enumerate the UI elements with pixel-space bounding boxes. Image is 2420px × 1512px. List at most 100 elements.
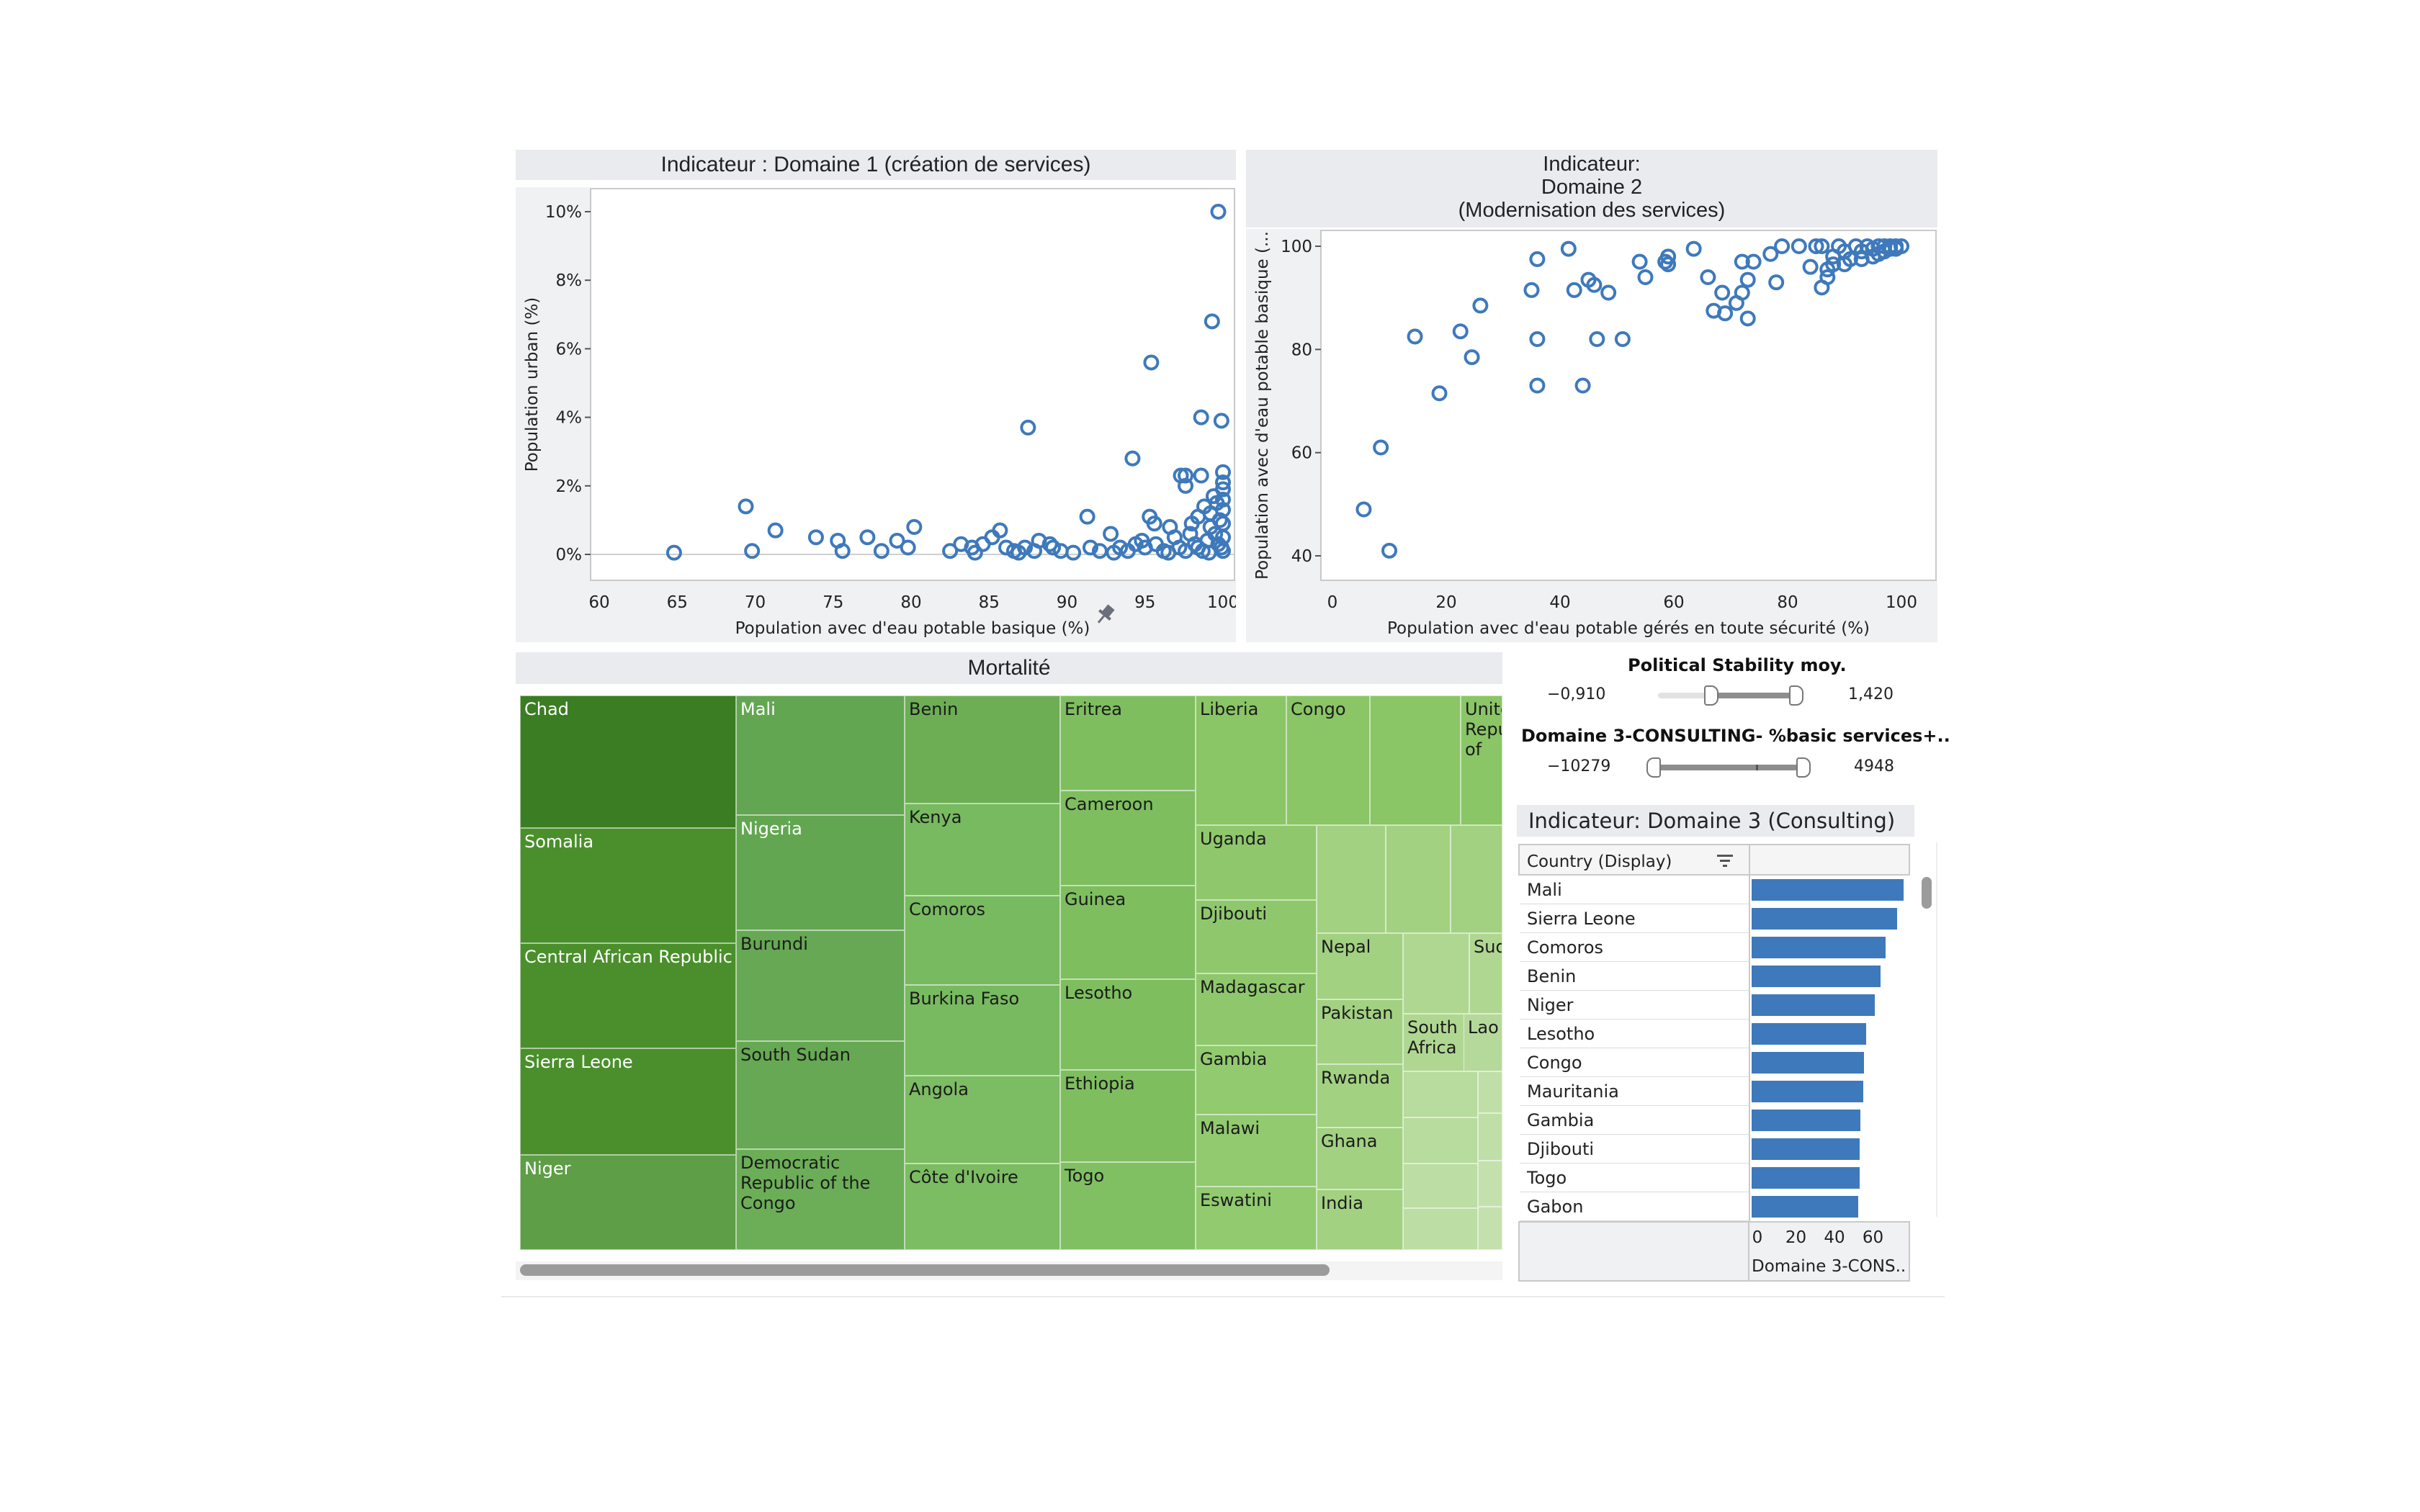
treemap-cell[interactable]: Central African Republic (520, 943, 736, 1048)
data-point[interactable] (1700, 269, 1716, 285)
treemap-cell-unlabeled[interactable] (1386, 825, 1451, 933)
political-stability-handle-max[interactable] (1789, 685, 1803, 706)
treemap-cell[interactable]: Mali (736, 696, 905, 815)
bar[interactable] (1752, 1052, 1865, 1074)
data-point[interactable] (1791, 238, 1807, 254)
treemap-cell[interactable]: Benin (905, 696, 1060, 804)
data-point[interactable] (1574, 377, 1591, 394)
bar[interactable] (1752, 1110, 1861, 1131)
data-point[interactable] (1193, 467, 1209, 484)
data-point[interactable] (873, 543, 889, 559)
treemap-cell[interactable]: Sudan (1469, 933, 1502, 1014)
data-point[interactable] (1215, 474, 1231, 491)
data-point[interactable] (1381, 542, 1397, 559)
data-point[interactable] (1842, 251, 1858, 267)
data-point[interactable] (1464, 349, 1480, 366)
data-point[interactable] (1373, 439, 1389, 456)
bar-row[interactable]: Togo (1520, 1164, 1909, 1192)
data-point[interactable] (1201, 544, 1217, 561)
data-point[interactable] (834, 543, 851, 559)
data-point[interactable] (1631, 253, 1648, 270)
bar-row[interactable]: Comoros (1520, 933, 1909, 962)
treemap-cell-unlabeled[interactable] (1403, 1071, 1478, 1117)
treemap-cell[interactable]: Lesotho (1060, 979, 1196, 1070)
data-point[interactable] (967, 544, 983, 561)
treemap-cell[interactable]: Ghana (1317, 1128, 1403, 1189)
bar-row[interactable]: Djibouti (1520, 1135, 1909, 1164)
treemap-cell-unlabeled[interactable] (1317, 825, 1386, 933)
treemap-cell[interactable]: Chad (520, 696, 736, 828)
data-point[interactable] (1211, 512, 1228, 528)
data-point[interactable] (1734, 253, 1750, 270)
domaine3-handle-max[interactable] (1796, 757, 1811, 778)
data-point[interactable] (1808, 238, 1824, 254)
data-point[interactable] (1734, 284, 1750, 301)
data-point[interactable] (1045, 539, 1062, 556)
bar-row[interactable]: Lesotho (1520, 1020, 1909, 1048)
data-point[interactable] (1566, 282, 1582, 298)
bar[interactable] (1752, 1023, 1867, 1045)
data-point[interactable] (1685, 240, 1702, 257)
political-stability-slider[interactable] (1658, 685, 1803, 706)
treemap-scrollbar-thumb[interactable] (520, 1264, 1330, 1276)
data-point[interactable] (1523, 282, 1540, 298)
data-point[interactable] (1215, 516, 1231, 532)
political-stability-handle-min[interactable] (1704, 685, 1718, 706)
bar[interactable] (1752, 908, 1897, 930)
domaine3-handle-min[interactable] (1646, 757, 1661, 778)
treemap-cell[interactable]: United Republic of (1461, 696, 1502, 825)
column-header-country[interactable]: Country (Display) (1527, 852, 1672, 871)
bar[interactable] (1752, 1138, 1860, 1160)
data-point[interactable] (1041, 536, 1058, 552)
data-point[interactable] (1134, 532, 1150, 549)
treemap-cell[interactable]: Niger (520, 1155, 736, 1250)
treemap-cell[interactable]: Pakistan (1317, 999, 1403, 1064)
data-point[interactable] (1193, 409, 1209, 426)
treemap-cell[interactable]: Eritrea (1060, 696, 1196, 791)
bar-row[interactable]: Mali (1520, 876, 1909, 904)
treemap-cell[interactable]: Somalia (520, 828, 736, 943)
treemap-cell-unlabeled[interactable] (1451, 825, 1502, 933)
treemap-cell[interactable]: Liberia (1196, 696, 1286, 825)
chart2-scatter[interactable]: 40 60 80 100 0 20 40 60 80 100 Population avec d'e… (1246, 229, 1937, 642)
data-point[interactable] (1802, 258, 1819, 275)
data-point[interactable] (1774, 238, 1791, 254)
data-point[interactable] (1739, 271, 1756, 288)
data-point[interactable] (906, 518, 923, 535)
treemap-cell-unlabeled[interactable] (1478, 1161, 1502, 1207)
treemap-cell[interactable]: Gambia (1196, 1045, 1317, 1115)
treemap-cell[interactable]: Comoros (905, 896, 1060, 985)
data-point[interactable] (1660, 256, 1677, 273)
bar-row[interactable]: Niger (1520, 991, 1909, 1020)
data-point[interactable] (1717, 305, 1734, 322)
bar-chart-scrollbar[interactable] (1922, 877, 1932, 909)
bar[interactable] (1752, 1167, 1860, 1189)
bar-row[interactable]: Gabon (1520, 1192, 1909, 1221)
treemap-cell[interactable]: Nigeria (736, 815, 905, 930)
treemap-cell[interactable]: Rwanda (1317, 1064, 1403, 1128)
data-point[interactable] (1529, 377, 1546, 394)
treemap-cell[interactable]: Uganda (1196, 825, 1317, 900)
data-point[interactable] (1660, 248, 1677, 265)
treemap-cell-unlabeled[interactable] (1403, 933, 1469, 1014)
treemap-cell[interactable]: Nepal (1317, 933, 1403, 999)
data-point[interactable] (1589, 331, 1605, 347)
data-point[interactable] (1183, 516, 1200, 532)
treemap-cell[interactable]: Burkina Faso (905, 985, 1060, 1076)
treemap-cell[interactable]: Kenya (905, 804, 1060, 896)
data-point[interactable] (1600, 284, 1617, 301)
data-point[interactable] (1407, 328, 1423, 345)
data-point[interactable] (1431, 385, 1448, 402)
bar-row[interactable]: Benin (1520, 962, 1909, 991)
data-point[interactable] (1010, 544, 1027, 561)
bar-row[interactable]: Sierra Leone (1520, 904, 1909, 933)
data-point[interactable] (1124, 450, 1141, 467)
data-point[interactable] (1814, 238, 1830, 254)
data-point[interactable] (1825, 256, 1842, 273)
treemap-cell[interactable]: Eswatini (1196, 1187, 1317, 1250)
data-point[interactable] (1355, 501, 1372, 518)
bar-row[interactable]: Gambia (1520, 1106, 1909, 1135)
data-point[interactable] (1894, 238, 1909, 254)
treemap-cell[interactable]: India (1317, 1189, 1403, 1250)
treemap-cell[interactable]: Congo (1286, 696, 1370, 825)
